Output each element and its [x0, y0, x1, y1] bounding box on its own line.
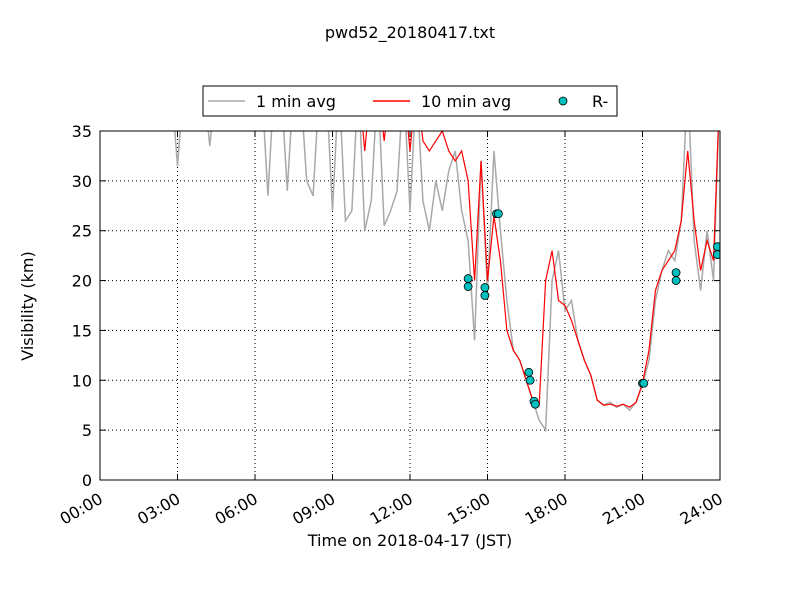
data-point: [671, 268, 681, 277]
y-tick-label: 5: [82, 421, 92, 440]
chart-title: pwd52_20180417.txt: [325, 23, 495, 43]
data-point: [463, 282, 473, 291]
data-point: [493, 209, 503, 219]
plot-area: [174, 131, 720, 433]
legend-box: [202, 85, 618, 117]
y-tick-label: 15: [72, 321, 92, 340]
data-point: [480, 291, 490, 300]
data-point: [480, 283, 490, 292]
data-point: [463, 274, 473, 283]
data-point: [524, 367, 534, 377]
y-tick-label: 30: [72, 172, 92, 191]
y-tick-label: 35: [72, 122, 92, 141]
legend-label: 10 min avg: [421, 92, 511, 111]
data-point: [525, 375, 535, 385]
x-axis-label: Time on 2018-04-17 (JST): [307, 531, 512, 550]
data-point: [639, 378, 649, 388]
legend-marker: [558, 96, 568, 106]
y-tick-label: 0: [82, 471, 92, 490]
y-tick-label: 10: [72, 371, 92, 390]
legend-label: R-: [592, 92, 608, 111]
data-point: [671, 276, 681, 285]
y-axis-label: Visibility (km): [18, 251, 37, 360]
legend-label: 1 min avg: [256, 92, 336, 111]
data-point: [530, 399, 540, 409]
legend: 1 min avg 10 min avg R-: [202, 85, 618, 117]
data-point: [713, 250, 720, 260]
data-line: [362, 131, 719, 408]
y-tick-label: 25: [72, 222, 92, 241]
y-tick-label: 20: [72, 272, 92, 291]
data-line: [174, 131, 720, 433]
